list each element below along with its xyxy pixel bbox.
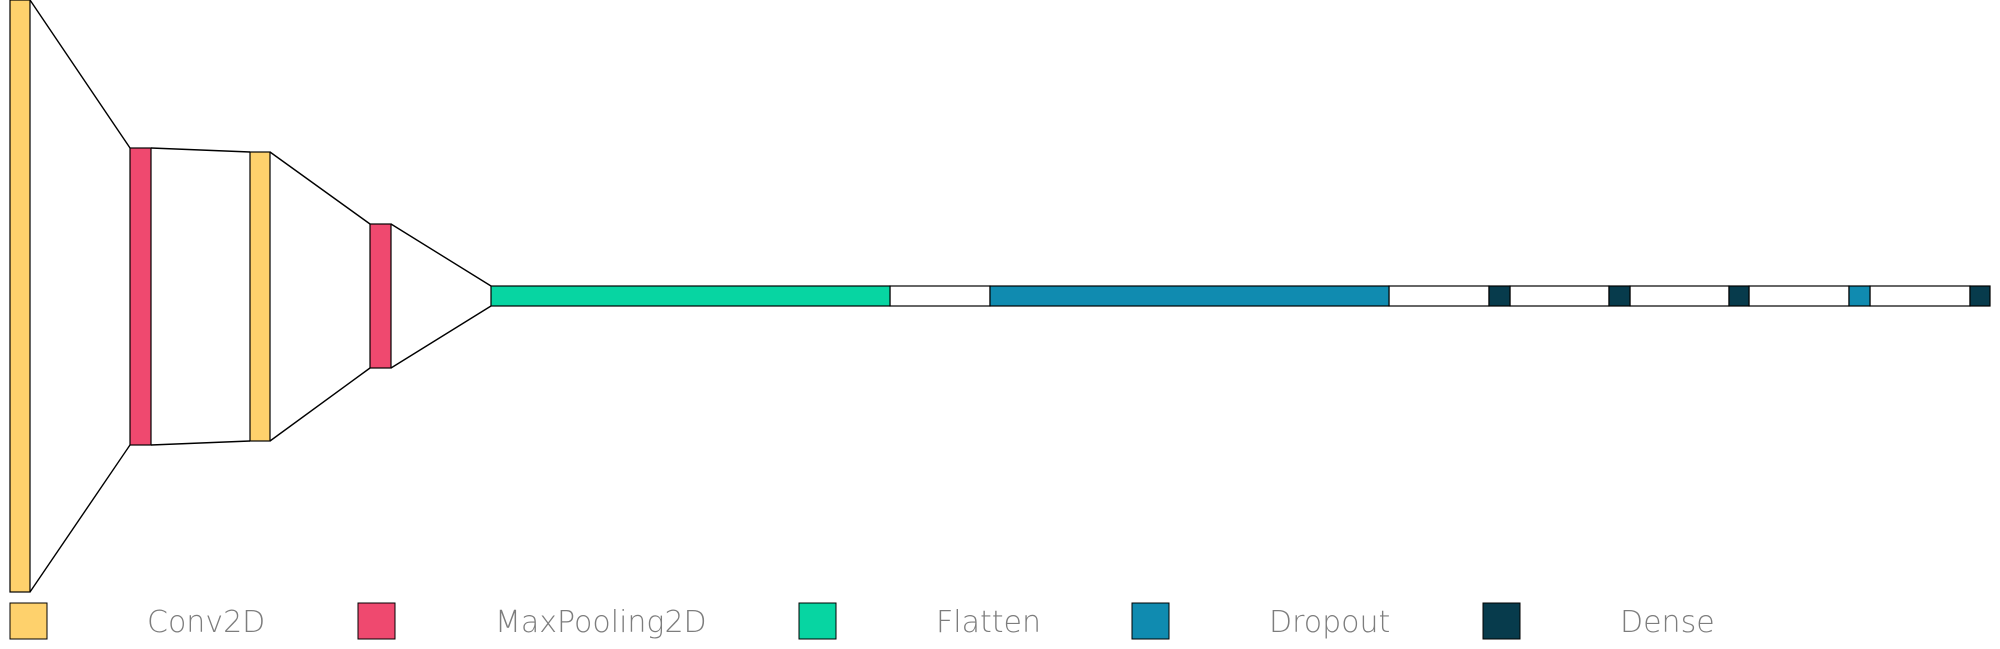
layer-gap-box <box>1869 285 1971 307</box>
conv2-d-layer-block <box>249 151 271 442</box>
legend-swatch-dropout <box>1131 602 1170 640</box>
legend-label-max-pooling2-d: MaxPooling2D <box>495 605 707 640</box>
layer-gap-box <box>1629 285 1730 307</box>
dropout-layer-block <box>1848 285 1871 307</box>
dropout-layer-block <box>989 285 1390 307</box>
legend-swatch-flatten <box>798 602 837 640</box>
connector-line-bottom <box>390 305 492 369</box>
connector-line-top <box>390 223 492 287</box>
max-pooling2-d-layer-block <box>369 223 392 369</box>
dense-layer-block <box>1488 285 1511 307</box>
flatten-layer-block <box>490 285 891 307</box>
legend-label-dense: Dense <box>1620 605 1715 640</box>
legend: Conv2D MaxPooling2D Flatten Dropout Dense <box>9 602 1715 640</box>
connector-line-top <box>269 151 371 225</box>
dense-layer-block <box>1969 285 1991 307</box>
legend-label-flatten: Flatten <box>936 605 1041 640</box>
connector-line-bottom <box>150 440 251 446</box>
legend-label-dropout: Dropout <box>1269 605 1390 640</box>
legend-swatch-dense <box>1482 602 1521 640</box>
layer-gap-box <box>1388 285 1490 307</box>
connector-line-top <box>29 0 131 149</box>
dense-layer-block <box>1608 285 1631 307</box>
layer-gap-box <box>1748 285 1850 307</box>
legend-label-conv2-d: Conv2D <box>147 605 265 640</box>
dense-layer-block <box>1728 285 1750 307</box>
max-pooling2-d-layer-block <box>129 147 152 446</box>
connector-line-bottom <box>29 444 131 593</box>
layer-gap-box <box>1509 285 1610 307</box>
layer-blocks <box>9 0 1991 593</box>
connector-line-top <box>150 147 251 153</box>
layer-connectors <box>29 0 492 593</box>
connector-line-bottom <box>269 367 371 442</box>
legend-swatch-max-pooling2-d <box>357 602 396 640</box>
layer-gap-box <box>889 285 991 307</box>
conv2-d-layer-block <box>9 0 31 593</box>
legend-swatch-conv2-d <box>9 602 48 640</box>
